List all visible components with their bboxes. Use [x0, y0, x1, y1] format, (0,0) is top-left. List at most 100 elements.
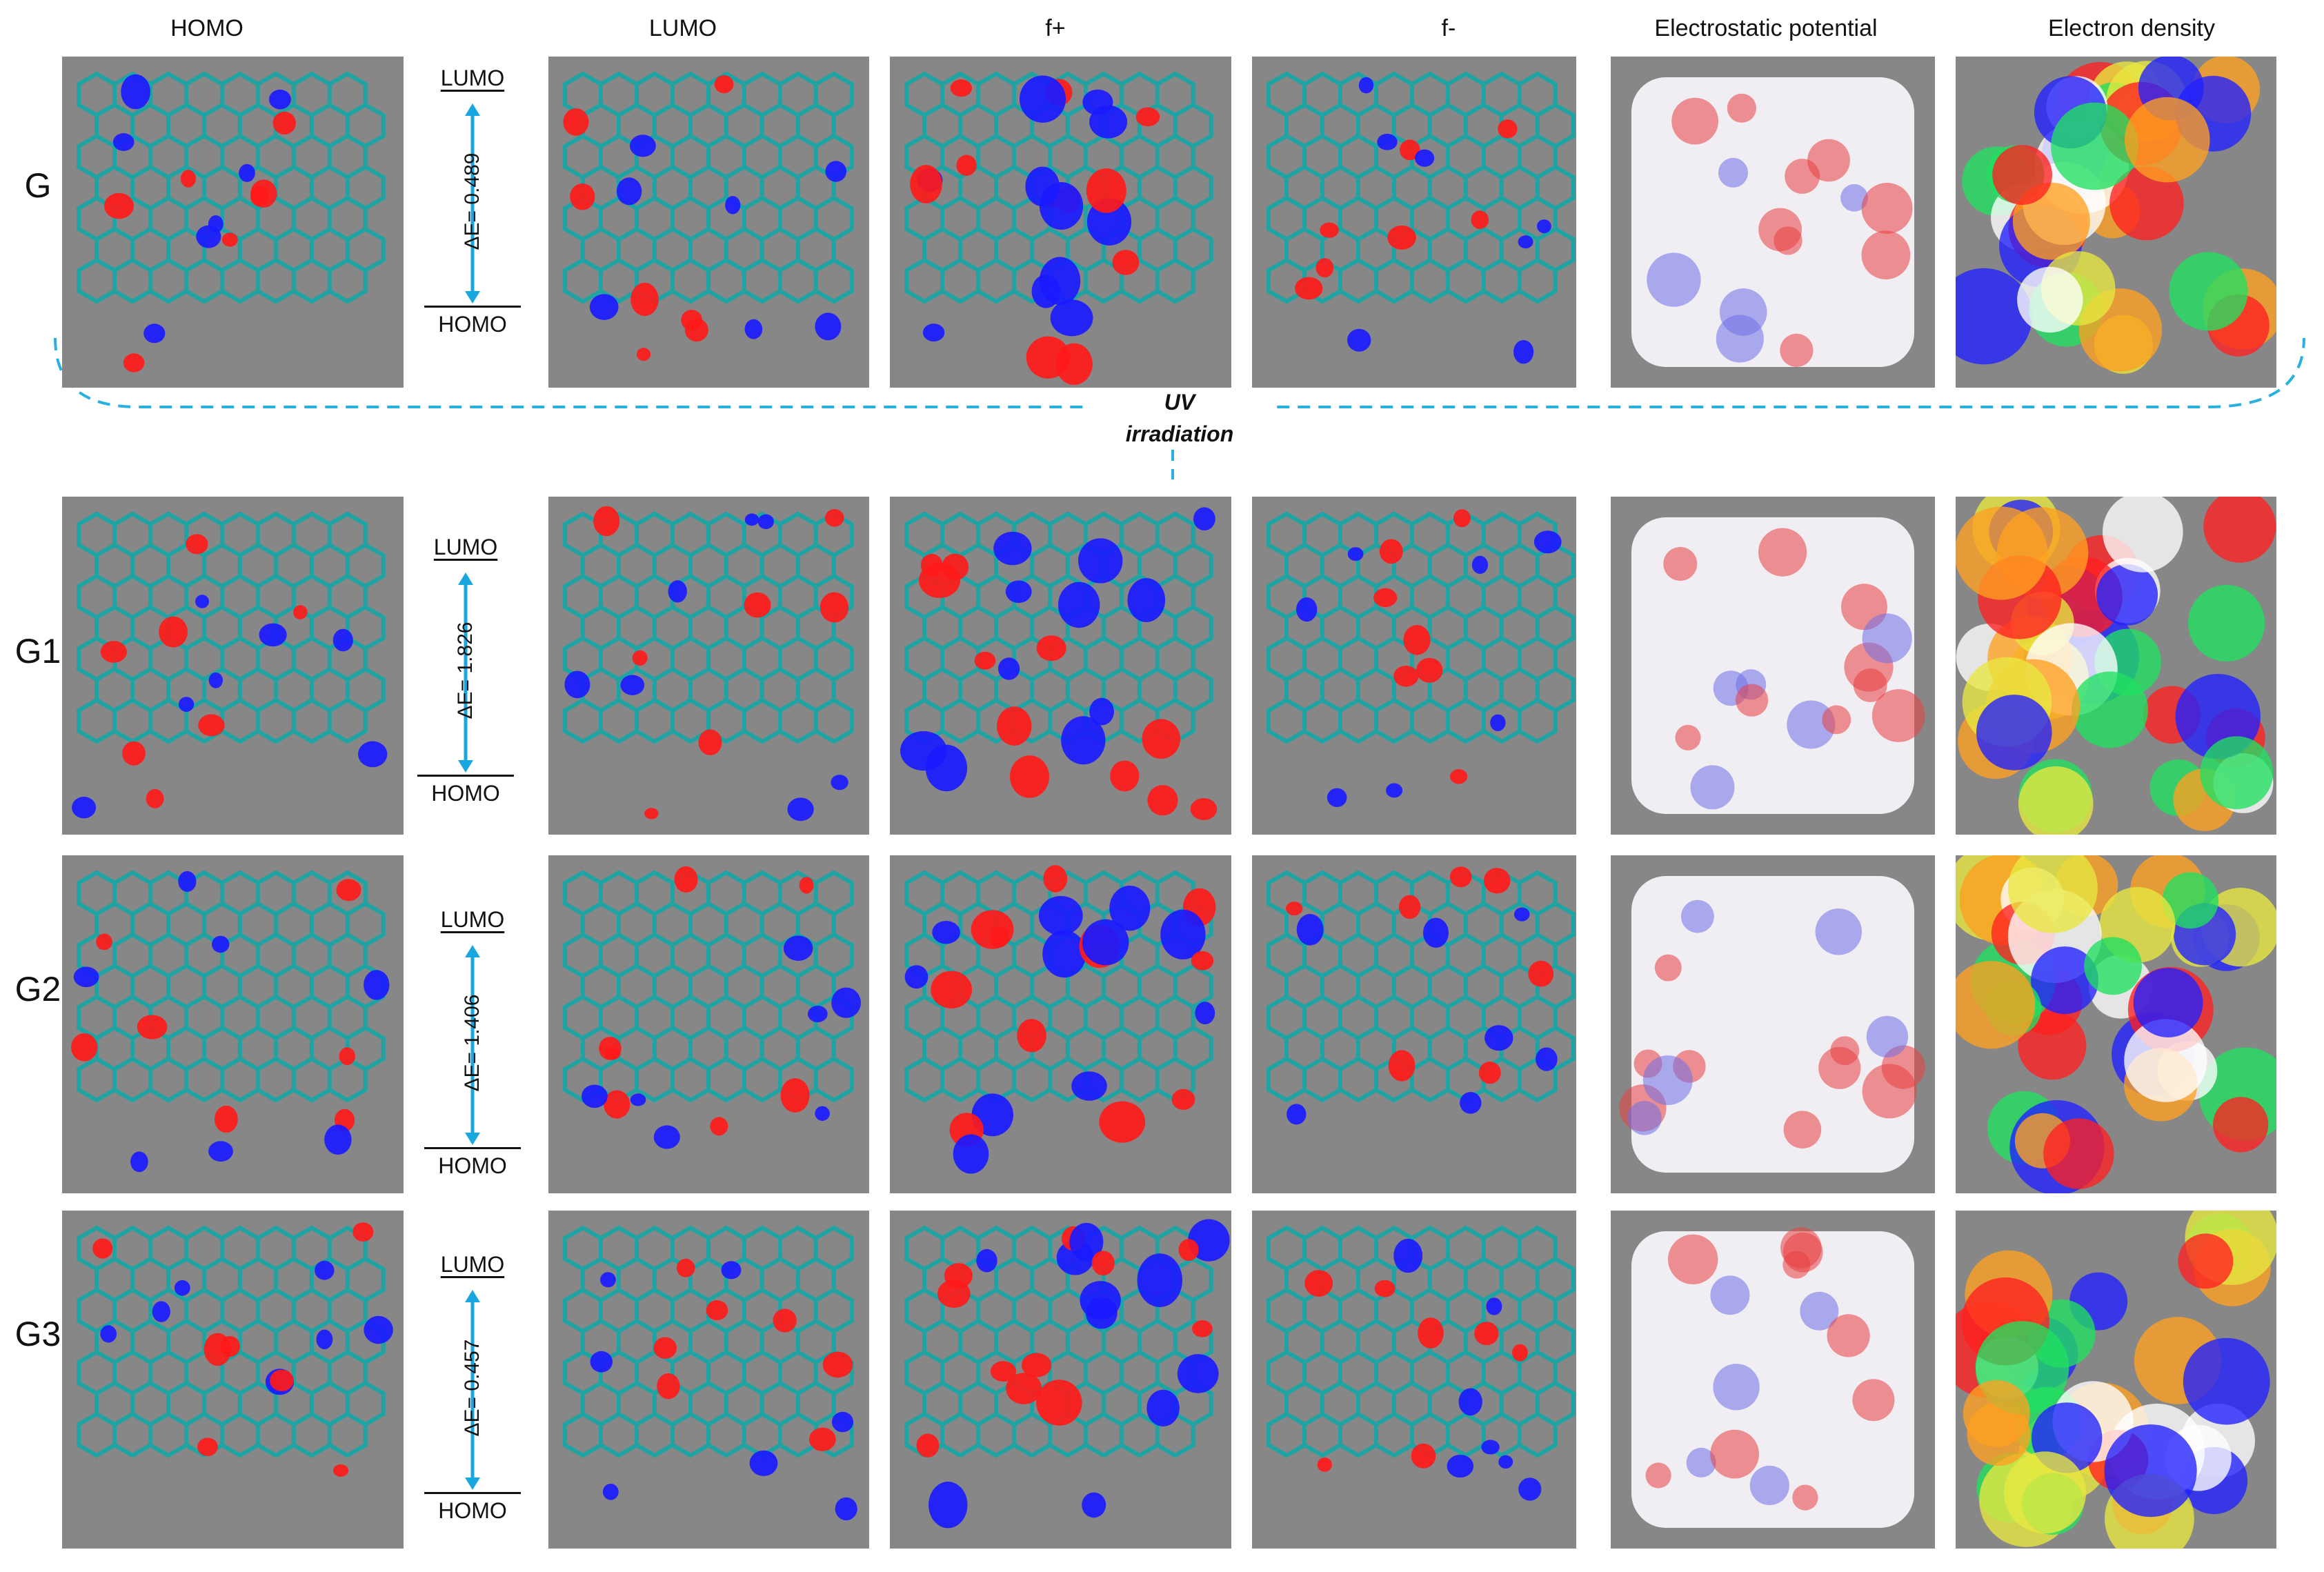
esp-region [1727, 93, 1756, 123]
negative-lobe [783, 935, 813, 961]
negative-lobe [1287, 1104, 1307, 1125]
fminus-render [1267, 509, 1576, 807]
positive-lobe [657, 1373, 680, 1400]
negative-lobe [1533, 530, 1562, 554]
esp-render [1631, 1227, 1914, 1528]
row-label-g2: G2 [14, 970, 61, 1008]
esp-region [1647, 252, 1701, 307]
negative-lobe [1537, 219, 1551, 234]
negative-lobe [1039, 257, 1081, 305]
esp-region [1780, 333, 1814, 367]
gap-homo-label: HOMO [424, 1147, 521, 1179]
positive-lobe [1453, 509, 1471, 528]
negative-lobe [831, 987, 861, 1018]
negative-lobe [1518, 235, 1533, 249]
negative-lobe [630, 135, 656, 157]
negative-lobe [582, 1084, 608, 1108]
gap-arrow-icon [465, 103, 480, 304]
negative-lobe [1020, 75, 1066, 123]
negative-lobe [1127, 578, 1166, 622]
negative-lobe [1327, 788, 1347, 807]
esp-region [1645, 1462, 1671, 1489]
density-sphere [2096, 564, 2158, 626]
tile-g1-density [1956, 497, 2276, 835]
negative-lobe [653, 1125, 680, 1149]
positive-lobe [1399, 895, 1421, 919]
negative-lobe [1347, 547, 1364, 561]
graphene-lattice [77, 1225, 386, 1458]
fplus-render [904, 865, 1216, 1174]
negative-lobe [208, 672, 223, 688]
energy-gap-g3: LUMO ΔE= 0.457 HOMO [424, 1252, 521, 1535]
esp-region [1783, 1111, 1822, 1148]
graphene-lattice [77, 71, 386, 304]
negative-lobe [668, 580, 687, 603]
positive-lobe [780, 1078, 810, 1113]
esp-region [1671, 97, 1718, 145]
negative-lobe [130, 1151, 148, 1173]
esp-region [1710, 1275, 1750, 1315]
negative-lobe [1078, 538, 1123, 584]
positive-lobe [937, 1280, 971, 1308]
density-sphere [1956, 506, 2048, 600]
negative-lobe [364, 970, 390, 1000]
positive-lobe [1142, 719, 1180, 759]
positive-lobe [653, 1337, 677, 1359]
esp-region [1686, 1447, 1716, 1478]
positive-lobe [1393, 666, 1419, 687]
density-sphere [2203, 497, 2276, 563]
density-sphere [2200, 736, 2274, 810]
negative-lobe [831, 1411, 854, 1433]
tile-g-homo [62, 57, 404, 388]
positive-lobe [808, 1427, 836, 1451]
positive-lobe [92, 1238, 113, 1259]
gap-lumo-label: LUMO [440, 907, 505, 932]
tile-g1-esp [1611, 497, 1935, 835]
negative-lobe [1518, 1478, 1542, 1501]
positive-lobe [604, 1090, 630, 1119]
negative-lobe [757, 514, 774, 530]
density-sphere [2104, 1424, 2197, 1518]
positive-lobe [1317, 1457, 1332, 1472]
negative-lobe [1460, 1092, 1482, 1114]
negative-lobe [1536, 1047, 1558, 1071]
positive-lobe [137, 1015, 168, 1039]
positive-lobe [563, 108, 589, 136]
uv-label-line2: irradiation [1125, 421, 1234, 446]
density-sphere [2072, 671, 2148, 748]
lumo-render [563, 71, 854, 361]
fminus-render [1267, 866, 1576, 1125]
positive-lobe [674, 866, 698, 893]
positive-lobe [1400, 139, 1420, 161]
negative-lobe [1513, 907, 1530, 922]
positive-lobe [1498, 119, 1518, 139]
gap-homo-label: HOMO [417, 775, 514, 806]
density-sphere [2007, 855, 2098, 933]
negative-lobe [602, 1484, 619, 1500]
gap-value: ΔE= 1.406 [461, 994, 484, 1092]
esp-region [1642, 1055, 1693, 1106]
negative-lobe [73, 966, 99, 988]
tile-g2-esp [1611, 855, 1935, 1193]
esp-region [1827, 1314, 1870, 1357]
tile-g3-homo [62, 1211, 404, 1549]
lumo-render [563, 506, 854, 822]
negative-lobe [259, 623, 287, 647]
negative-lobe [1071, 1071, 1107, 1101]
fminus-render [1267, 1225, 1576, 1501]
negative-lobe [364, 1315, 393, 1344]
density-sphere [2188, 584, 2265, 662]
negative-lobe [925, 744, 968, 792]
negative-lobe [616, 177, 642, 206]
positive-lobe [636, 348, 651, 361]
fminus-render [1267, 71, 1576, 364]
negative-lobe [744, 513, 759, 526]
positive-lobe [1387, 225, 1416, 250]
negative-lobe [1423, 917, 1449, 948]
tile-g3-esp [1611, 1211, 1935, 1549]
negative-lobe [1296, 914, 1324, 946]
density-sphere [2125, 97, 2210, 183]
negative-lobe [72, 797, 97, 819]
graphene-lattice [77, 511, 386, 744]
negative-lobe [1490, 714, 1506, 731]
